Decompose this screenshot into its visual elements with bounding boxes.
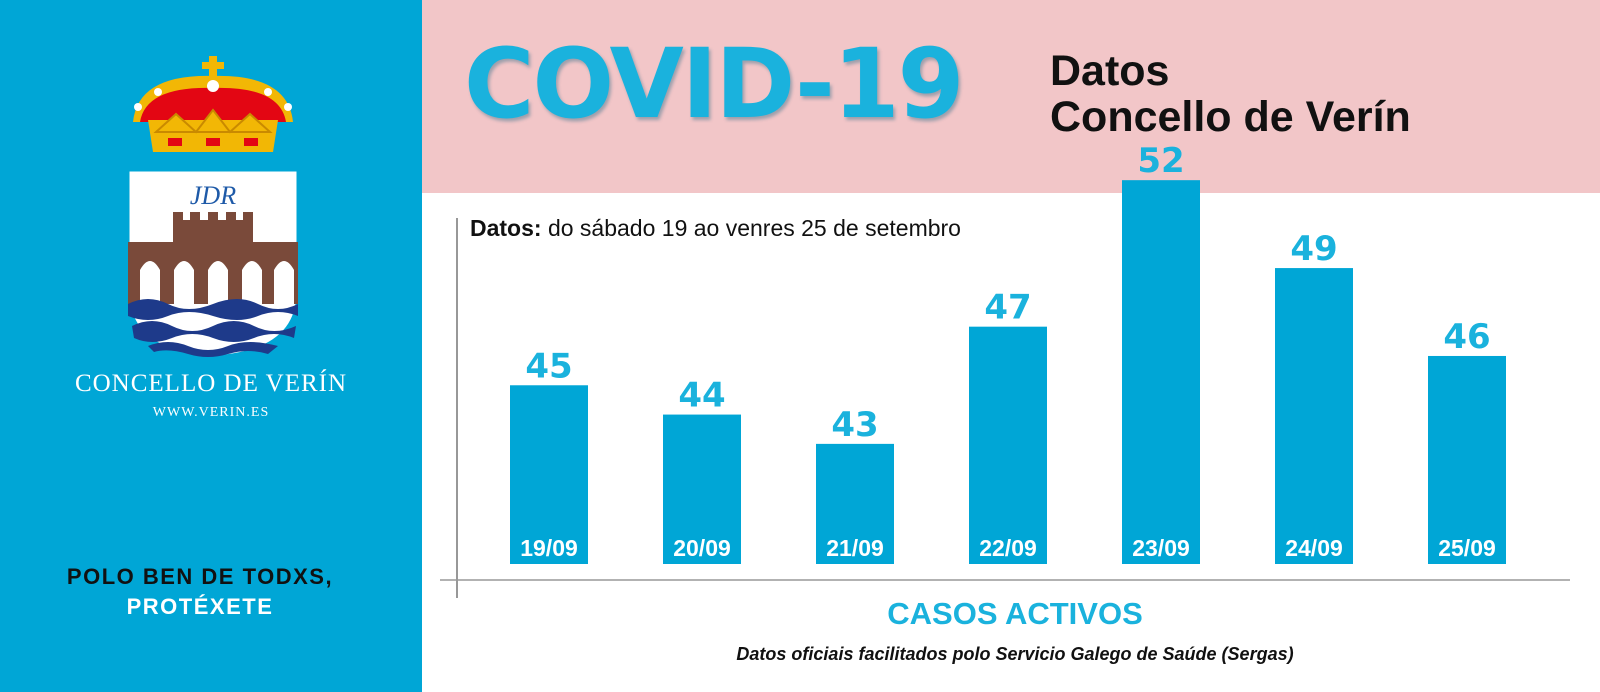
slogan-line-2: PROTÉXETE [126,594,274,619]
coat-of-arms-logo: JDR [126,56,300,359]
x-tick-label: 24/09 [1285,535,1343,561]
bar-22/09 [969,326,1047,564]
data-label: 49 [1290,229,1337,269]
bar-19/09 [510,385,588,564]
org-name: CONCELLO DE VERÍN [74,370,348,397]
header-band [422,0,1600,193]
data-label: 46 [1443,317,1490,357]
svg-text:JDR: JDR [190,181,236,210]
x-tick-label: 20/09 [673,535,731,561]
period-text: do sábado 19 ao venres 25 de setembro [547,215,961,241]
data-label: 44 [678,376,725,416]
x-axis-title: CASOS ACTIVOS [887,596,1143,631]
sidebar: JDR CONCELLO DE VERÍN WWW.VERIN.ES POLO … [0,0,422,692]
slogan-line-1: POLO BEN DE TODXS, [66,564,334,589]
period-note: Datos: do sábado 19 ao venres 25 de sete… [470,215,961,242]
x-tick-label: 21/09 [826,535,884,561]
x-tick-label: 22/09 [979,535,1037,561]
subtitle-line-1: Datos [1050,47,1170,95]
org-website: WWW.VERIN.ES [152,405,270,420]
subtitle-line-2: Concello de Verín [1050,93,1411,141]
data-label: 45 [525,346,572,386]
bar-20/09 [663,414,741,564]
page-title: COVID-19 [464,28,964,140]
data-source-note: Datos oficiais facilitados polo Servicio… [736,644,1294,664]
bar-21/09 [816,443,894,564]
bar-23/09 [1122,180,1200,565]
period-label: Datos: [470,215,542,241]
bar-25/09 [1428,355,1506,564]
x-tick-label: 19/09 [520,535,578,561]
x-tick-label: 23/09 [1132,535,1190,561]
x-tick-label: 25/09 [1438,535,1496,561]
data-label: 43 [831,405,878,445]
data-label: 52 [1137,141,1184,181]
bar-24/09 [1275,268,1353,564]
header-subtitle: Datos Concello de Verín [1050,48,1411,140]
data-label: 47 [984,288,1031,328]
slogan: POLO BEN DE TODXS, PROTÉXETE [0,562,400,622]
